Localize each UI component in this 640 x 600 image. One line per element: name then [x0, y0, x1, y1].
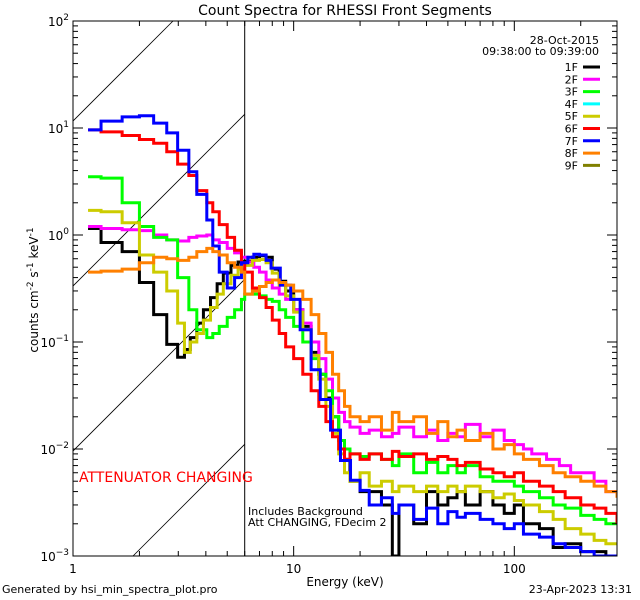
y-axis-label: counts cm-2 s-1 keV-1: [26, 227, 41, 352]
series-line-7F: [88, 114, 617, 556]
y-tick-label: 10−1: [40, 334, 69, 350]
background-annotation: Includes Background: [248, 505, 363, 518]
hatch-line: [73, 21, 174, 122]
x-axis: 1 10 100: [69, 21, 582, 576]
legend-time-range: 09:38:00 to 09:39:00: [482, 45, 599, 58]
legend-label-3F: 3F: [565, 86, 578, 99]
attenuator-annotation: ATTENUATOR CHANGING: [79, 470, 253, 486]
legend-label-9F: 9F: [565, 159, 578, 172]
legend-label-7F: 7F: [565, 135, 578, 148]
y-tick-label: 100: [48, 227, 69, 243]
generation-timestamp: 23-Apr-2023 13:31: [528, 583, 632, 596]
x-tick-label: 100: [503, 562, 526, 576]
y-tick-label: 102: [48, 13, 69, 29]
y-tick-label: 10−2: [40, 441, 69, 457]
legend-label-2F: 2F: [565, 73, 578, 86]
attenuator-state-annotation: Att CHANGING, FDecim 2: [248, 516, 387, 529]
y-tick-label: 10−3: [40, 548, 69, 564]
legend-label-5F: 5F: [565, 110, 578, 123]
hatch-line: [0, 21, 8, 556]
legend-label-4F: 4F: [565, 98, 578, 111]
x-tick-label: 1: [69, 562, 77, 576]
legend: 28-Oct-2015 09:38:00 to 09:39:00 1F2F3F4…: [482, 34, 600, 172]
chart-title: Count Spectra for RHESSI Front Segments: [198, 3, 492, 19]
x-axis-label: Energy (keV): [306, 575, 383, 589]
y-tick-label: 101: [48, 120, 69, 136]
y-axis: 102 101 100 10−1 10−2 10−3: [40, 13, 617, 564]
hatch-line: [132, 443, 245, 556]
legend-label-1F: 1F: [565, 61, 578, 74]
x-tick-label: 10: [286, 562, 301, 576]
legend-date: 28-Oct-2015: [530, 34, 599, 47]
legend-label-6F: 6F: [565, 123, 578, 136]
series-line-3F: [88, 175, 617, 526]
generated-by-note: Generated by hsi_min_spectra_plot.pro: [2, 583, 218, 596]
legend-label-8F: 8F: [565, 147, 578, 160]
plot-frame: [72, 20, 618, 557]
series-line-2F: [88, 225, 617, 494]
series-line-8F: [88, 246, 617, 498]
series-line-5F: [88, 208, 617, 546]
